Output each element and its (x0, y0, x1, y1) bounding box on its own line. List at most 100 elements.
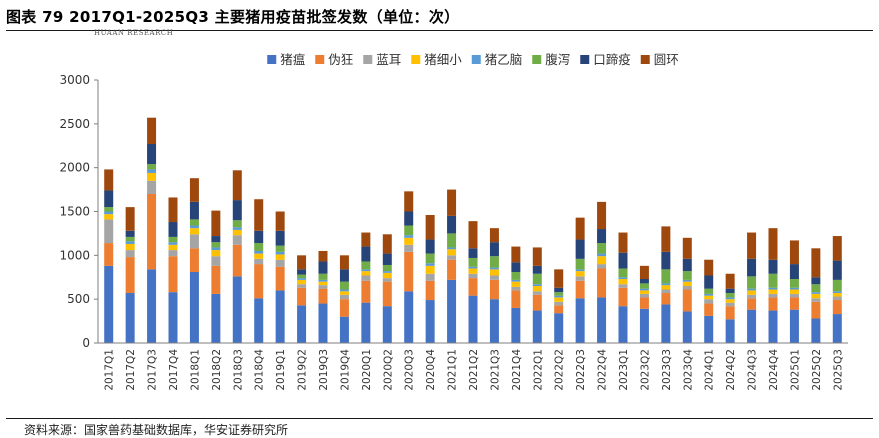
bar-segment (554, 313, 564, 343)
bar-segment (704, 259, 714, 276)
bar-segment (404, 237, 414, 245)
bar-segment (489, 275, 499, 280)
bar-segment (275, 290, 285, 343)
x-tick-label: 2017Q4 (168, 349, 180, 391)
bar-segment (125, 230, 135, 237)
x-tick-label: 2023Q1 (618, 349, 630, 391)
bar-segment (189, 271, 199, 343)
bar-segment (554, 297, 564, 302)
bar-segment (511, 271, 521, 280)
bar-segment (575, 276, 585, 281)
bar-segment (468, 221, 478, 249)
bar-segment (747, 258, 757, 277)
bar-segment (725, 288, 735, 294)
bar-segment (382, 234, 392, 254)
bar-segment (404, 244, 414, 252)
x-tick-label: 2019Q4 (339, 349, 351, 391)
bar-segment (211, 210, 221, 237)
bar-segment (404, 251, 414, 292)
bar-segment (725, 297, 735, 300)
bar-segment (297, 284, 307, 288)
bar-segment (618, 232, 628, 253)
bar-segment (704, 288, 714, 294)
bar-segment (168, 256, 178, 293)
bar-segment (147, 193, 157, 270)
bar-segment (682, 258, 692, 272)
bar-segment (339, 269, 349, 282)
bar-segment (339, 299, 349, 317)
bar-segment (532, 284, 542, 287)
bar-segment (318, 303, 328, 343)
bar-segment (811, 318, 821, 343)
bar-segment (318, 279, 328, 282)
bar-segment (768, 287, 778, 290)
bar-segment (832, 314, 842, 343)
bar-segment (297, 269, 307, 275)
bar-segment (447, 189, 457, 216)
bar-segment (425, 280, 435, 301)
bar-segment (318, 281, 328, 286)
bar-segment (404, 225, 414, 236)
bar-segment (275, 251, 285, 255)
chart-legend: 猪瘟 伪狂 蓝耳 猪细小 猪乙脑 腹泻 口蹄疫 圆环 (267, 52, 679, 67)
bar-segment (618, 279, 628, 285)
x-tick-label: 2024Q2 (725, 349, 737, 391)
bar-segment (425, 215, 435, 240)
bar-segment (489, 256, 499, 268)
bar-segment (447, 233, 457, 248)
bar-segment (768, 289, 778, 294)
bar-segment (104, 265, 114, 343)
bar-segment (189, 219, 199, 226)
x-tick-label: 2020Q1 (361, 349, 373, 391)
x-tick-label: 2019Q2 (297, 349, 309, 391)
y-axis: 0 500 1000 1500 2000 2500 3000 (59, 73, 99, 350)
footer-rule (6, 418, 873, 419)
x-tick-label: 2024Q1 (704, 349, 716, 391)
bar-segment (361, 232, 371, 247)
x-tick-label: 2020Q2 (382, 349, 394, 391)
bar-segment (832, 291, 842, 294)
legend-swatch (640, 55, 650, 64)
bar-segment (639, 283, 649, 289)
bar-segment (425, 265, 435, 274)
bar-segment (789, 293, 799, 298)
bar-segment (489, 269, 499, 276)
bar-segment (789, 289, 799, 294)
x-tick-label: 2020Q3 (404, 349, 416, 391)
legend-swatch (363, 55, 373, 64)
bar-segment (254, 253, 264, 259)
bar-segment (189, 225, 199, 229)
bar-segment (489, 267, 499, 270)
bar-segment (104, 169, 114, 191)
bar-segment (125, 241, 135, 244)
bar-segment (297, 305, 307, 343)
bar-segment (297, 274, 307, 279)
bar-segment (468, 278, 478, 296)
header-rule: HUAAN RESEARCH (6, 29, 873, 37)
bar-segment (211, 250, 221, 257)
bar-segment (832, 279, 842, 292)
bar-segment (339, 291, 349, 295)
bar-segment (618, 287, 628, 307)
bar-segment (661, 289, 671, 294)
legend-label: 蓝耳 (376, 52, 401, 67)
bar-segment (511, 279, 521, 282)
bar-segment (404, 235, 414, 238)
bar-segment (339, 316, 349, 343)
bar-segment (339, 289, 349, 292)
bar-segment (768, 273, 778, 288)
bar-segment (661, 226, 671, 252)
bar-segment (704, 275, 714, 289)
bar-segment (147, 269, 157, 343)
bar-segment (789, 287, 799, 290)
bar-segment (318, 273, 328, 280)
bar-segment (232, 244, 242, 277)
bar-segment (832, 293, 842, 297)
bar-segment (639, 288, 649, 291)
bar-segment (575, 271, 585, 277)
bar-segment (747, 276, 757, 289)
bar-segment (832, 300, 842, 315)
bar-segment (597, 253, 607, 257)
bar-segment (682, 279, 692, 282)
bar-segment (554, 292, 564, 296)
